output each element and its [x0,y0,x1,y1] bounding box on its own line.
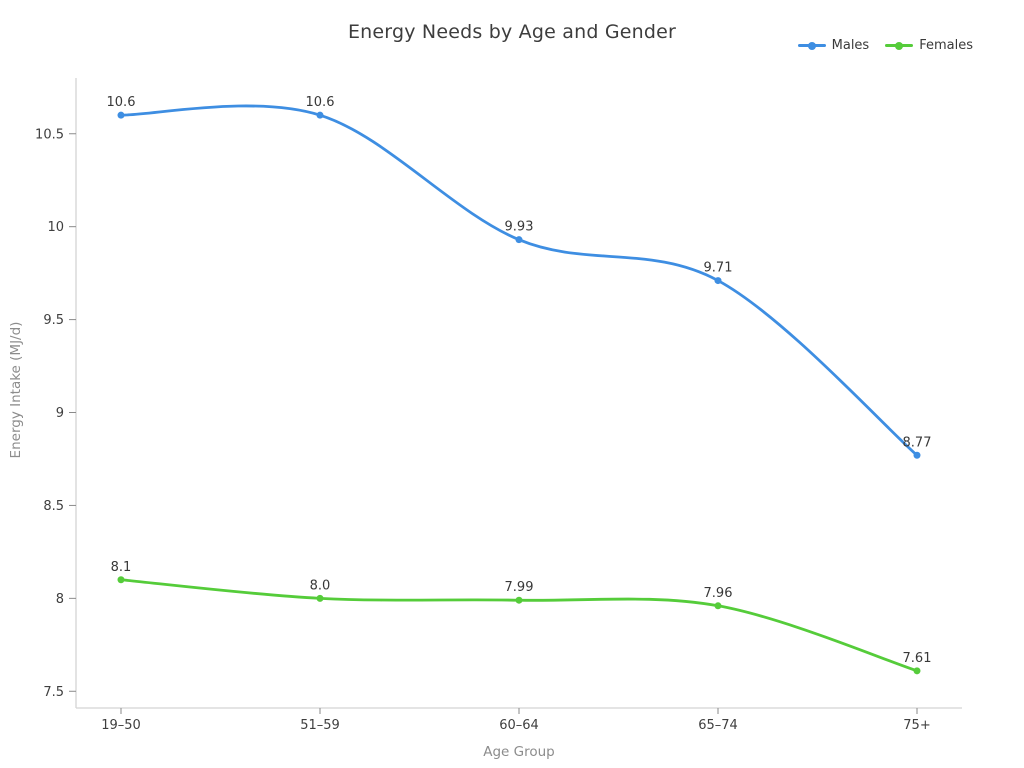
males-marker [714,277,722,285]
males-line-swatch [797,41,826,50]
x-tick-label: 19–50 [101,718,141,733]
y-tick-label: 10.5 [35,127,64,142]
females-value-label: 7.99 [505,580,534,595]
males-value-label: 9.71 [704,261,733,276]
x-tick-label: 65–74 [698,718,738,733]
males-marker [316,111,324,119]
females-value-label: 7.61 [903,651,932,666]
y-axis-title: Energy Intake (MJ/d) [8,321,24,459]
y-tick-label: 8 [56,592,64,607]
chart-title: Energy Needs by Age and Gender [347,21,677,43]
x-axis-title: Age Group [483,744,555,760]
females-marker [714,602,722,610]
females-line-swatch [885,41,914,50]
legend: Males Females [797,38,973,53]
males-value-label: 8.77 [903,435,932,450]
y-tick-label: 9 [56,406,64,421]
males-value-label: 10.6 [306,95,335,110]
females-value-label: 8.1 [111,560,132,575]
females-value-label: 8.0 [310,578,331,593]
females-value-label: 7.96 [704,586,733,601]
x-tick-label: 75+ [903,718,930,733]
legend-item-males[interactable]: Males [797,38,870,53]
males-value-label: 9.93 [505,220,534,235]
x-tick-label: 60–64 [499,718,539,733]
y-tick-label: 8.5 [43,499,64,514]
legend-label-females: Females [919,38,973,53]
x-tick-label: 51–59 [300,718,340,733]
males-marker [515,236,523,244]
y-tick-label: 9.5 [43,313,64,328]
females-marker [117,576,125,584]
males-line [119,104,919,457]
legend-label-males: Males [831,38,870,53]
legend-item-females[interactable]: Females [885,38,973,53]
y-tick-label: 10 [47,220,64,235]
y-tick-label: 7.5 [43,685,64,700]
males-marker [913,451,921,459]
females-marker [515,596,523,604]
males-value-label: 10.6 [107,95,136,110]
females-marker [316,594,324,602]
males-marker [117,111,125,119]
females-marker [913,667,921,675]
